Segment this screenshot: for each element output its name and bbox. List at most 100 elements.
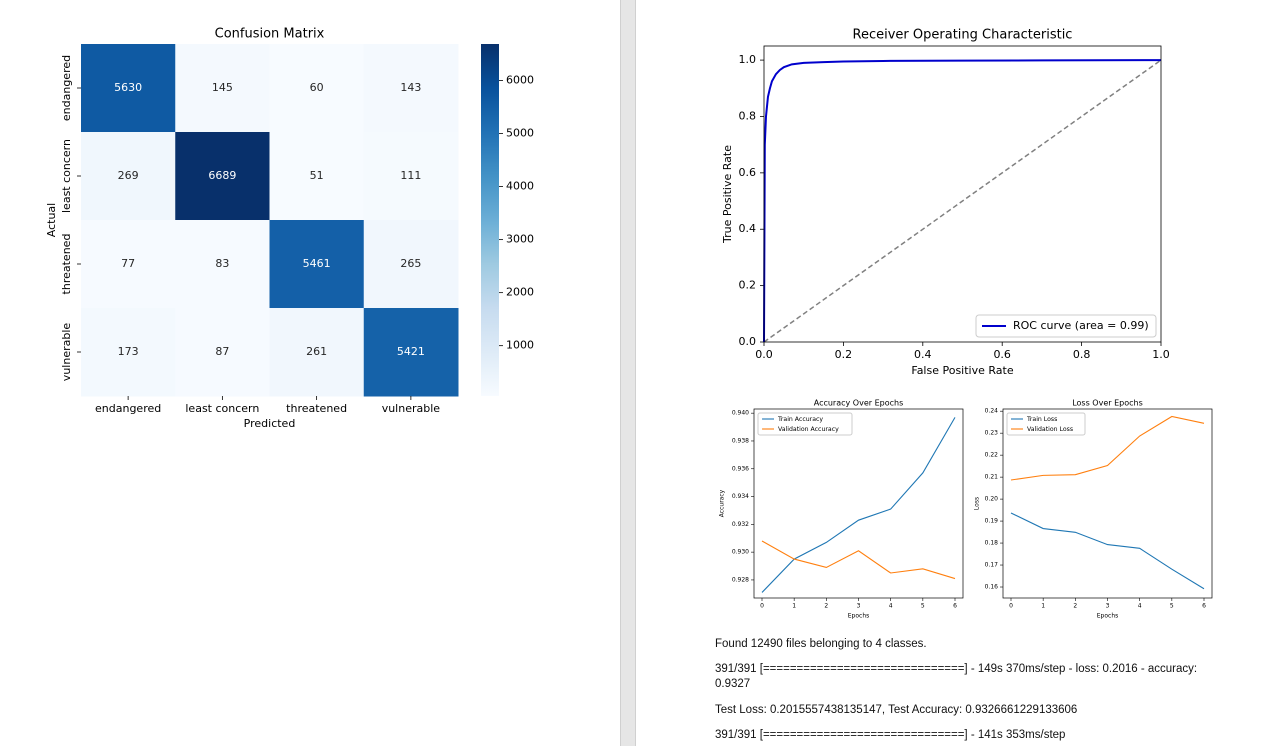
roc-x-tick-label: 0.8 <box>1073 348 1091 361</box>
accuracy-chart-x-tick-label: 4 <box>889 603 893 610</box>
roc-y-tick-label: 1.0 <box>739 53 757 66</box>
loss-chart-x-axis-label: Epochs <box>1097 613 1119 620</box>
accuracy-chart-series-line <box>761 417 956 593</box>
roc-x-tick-label: 1.0 <box>1152 348 1170 361</box>
right-page[interactable] <box>636 0 1262 746</box>
confusion-matrix-title: Confusion Matrix <box>215 27 325 42</box>
heatmap-cell-value: 60 <box>310 81 324 94</box>
loss-chart-y-tick-label: 0.16 <box>985 584 999 591</box>
loss-chart-y-tick-label: 0.21 <box>985 474 999 481</box>
roc-diagonal-line <box>763 59 1162 343</box>
colorbar-tick-label: 3000 <box>506 233 534 246</box>
loss-chart-x-tick-label: 6 <box>1202 603 1206 610</box>
loss-chart-y-tick-label: 0.22 <box>985 452 999 459</box>
loss-chart-x-tick-label: 0 <box>1009 603 1013 610</box>
heatmap-cell-value: 5461 <box>303 257 331 270</box>
accuracy-chart-title: Accuracy Over Epochs <box>814 399 904 408</box>
heatmap-cell <box>363 220 459 309</box>
roc-x-axis-label: False Positive Rate <box>911 364 1013 377</box>
colorbar-tick-label: 5000 <box>506 127 534 140</box>
accuracy-chart-x-tick-label: 3 <box>857 603 861 610</box>
accuracy-chart-x-axis-label: Epochs <box>848 613 870 620</box>
accuracy-chart-x-tick-label: 2 <box>824 603 828 610</box>
heatmap-cell <box>269 132 365 221</box>
roc-x-tick-label: 0.0 <box>755 348 773 361</box>
heatmap-cell <box>81 220 176 309</box>
roc-curve-line <box>763 59 1162 343</box>
roc-x-tick-label: 0.4 <box>914 348 932 361</box>
heatmap-cell <box>175 132 270 221</box>
loss-chart-x-tick-label: 1 <box>1041 603 1045 610</box>
accuracy-chart-y-axis-label: Accuracy <box>719 489 726 517</box>
loss-chart-x-tick-label: 2 <box>1073 603 1077 610</box>
accuracy-chart-y-tick-label: 0.936 <box>732 465 749 472</box>
loss-chart-series-line <box>1010 512 1205 590</box>
roc-x-tick-label: 0.6 <box>993 348 1011 361</box>
x-tick-label: least concern <box>185 402 259 415</box>
roc-legend-label: ROC curve (area = 0.99) <box>1013 319 1149 332</box>
accuracy-chart-legend-label: Validation Accuracy <box>778 426 839 433</box>
heatmap-cell <box>363 44 459 133</box>
loss-chart-title: Loss Over Epochs <box>1072 399 1143 408</box>
x-tick-label: endangered <box>95 402 161 415</box>
loss-chart-x-tick-label: 5 <box>1170 603 1174 610</box>
accuracy-chart-legend-box <box>757 412 853 436</box>
loss-chart-y-tick-label: 0.20 <box>985 496 999 503</box>
loss-chart-x-tick-label: 4 <box>1138 603 1142 610</box>
colorbar-tick-label: 2000 <box>506 286 534 299</box>
loss-chart-legend-label: Validation Loss <box>1027 426 1073 433</box>
roc-y-axis-label: True Positive Rate <box>721 145 734 244</box>
log-line-test-metrics: Test Loss: 0.2015557438135147, Test Accu… <box>715 704 1078 716</box>
heatmap-cell <box>175 44 270 133</box>
heatmap-cell-value: 269 <box>118 169 139 182</box>
loss-chart-y-tick-label: 0.18 <box>985 540 999 547</box>
heatmap-cell <box>363 132 459 221</box>
heatmap-cell-value: 51 <box>310 169 324 182</box>
loss-chart-legend-label: Train Loss <box>1026 416 1057 423</box>
colorbar-tick-label: 1000 <box>506 339 534 352</box>
accuracy-chart-y-tick-label: 0.938 <box>732 437 749 444</box>
accuracy-chart-x-tick-label: 5 <box>921 603 925 610</box>
log-line-predict-progress: 391/391 [==============================]… <box>715 729 1066 741</box>
x-tick-label: vulnerable <box>382 402 441 415</box>
accuracy-chart-x-tick-label: 6 <box>953 603 957 610</box>
heatmap-cell-value: 173 <box>118 345 139 358</box>
accuracy-chart-y-tick-label: 0.928 <box>732 576 749 583</box>
heatmap-cell-value: 6689 <box>208 169 236 182</box>
heatmap-cell-value: 5630 <box>114 81 142 94</box>
heatmap-cell <box>269 44 365 133</box>
heatmap-cell-value: 143 <box>400 81 421 94</box>
log-line-found-files: Found 12490 files belonging to 4 classes… <box>715 638 927 650</box>
loss-chart-y-tick-label: 0.23 <box>985 430 999 437</box>
heatmap-cell <box>175 220 270 309</box>
heatmap-cell <box>81 132 176 221</box>
loss-chart-plot-frame <box>1002 408 1213 599</box>
heatmap-cell-value: 261 <box>306 345 327 358</box>
y-tick-label: endangered <box>60 55 73 121</box>
heatmap-cell <box>363 308 459 397</box>
heatmap-cell-value: 77 <box>121 257 135 270</box>
heatmap-cell-value: 265 <box>400 257 421 270</box>
heatmap-cell <box>269 308 365 397</box>
x-axis-label: Predicted <box>244 417 296 430</box>
accuracy-chart-y-tick-label: 0.934 <box>732 493 749 500</box>
accuracy-chart-y-tick-label: 0.930 <box>732 549 749 556</box>
roc-plot-frame <box>763 45 1162 343</box>
roc-y-tick-label: 0.0 <box>739 335 757 348</box>
roc-title: Receiver Operating Characteristic <box>853 28 1073 43</box>
loss-chart-y-tick-label: 0.24 <box>985 408 999 415</box>
colorbar <box>481 44 499 396</box>
heatmap-cell-value: 5421 <box>397 345 425 358</box>
x-tick-label: threatened <box>286 402 347 415</box>
roc-legend-box <box>975 314 1157 338</box>
heatmap-cell <box>269 220 365 309</box>
accuracy-chart-series-line <box>761 540 956 580</box>
loss-chart-series-line <box>1010 415 1205 481</box>
accuracy-chart-x-tick-label: 0 <box>760 603 764 610</box>
y-tick-label: least concern <box>60 139 73 213</box>
heatmap-cell <box>81 44 176 133</box>
heatmap-cell-value: 111 <box>400 169 421 182</box>
loss-chart-y-tick-label: 0.19 <box>985 518 999 525</box>
roc-x-tick-label: 0.2 <box>835 348 853 361</box>
